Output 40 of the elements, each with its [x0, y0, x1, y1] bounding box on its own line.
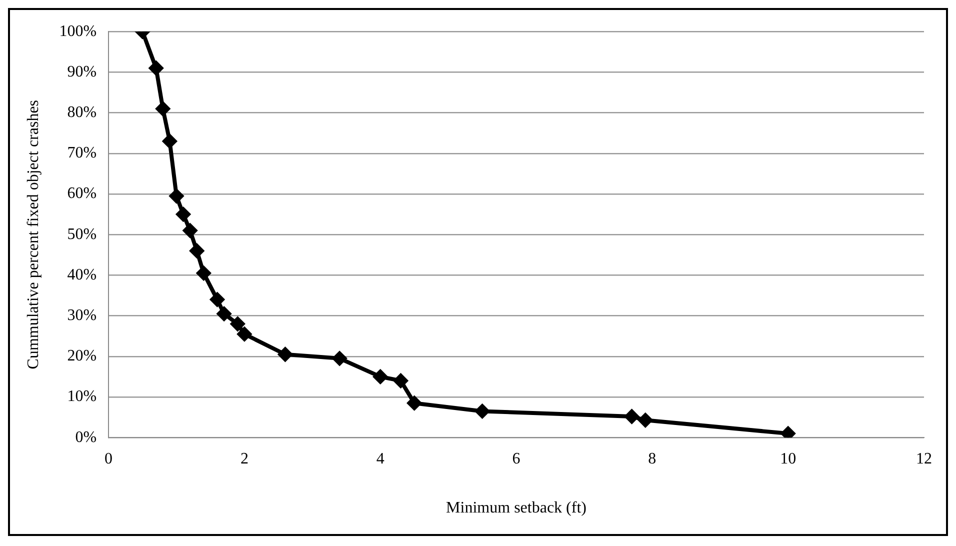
point [230, 316, 245, 331]
point [407, 396, 422, 410]
x-tick-label: 4 [376, 450, 384, 468]
point [183, 224, 198, 238]
y-tick-label: 20% [67, 348, 97, 365]
y-tick-label: 60% [67, 185, 97, 202]
x-tick-label: 8 [648, 450, 656, 468]
point [624, 409, 639, 424]
point [169, 189, 184, 204]
x-tick-label: 2 [240, 450, 248, 468]
point [156, 102, 170, 116]
point [475, 404, 490, 418]
point [278, 347, 292, 362]
point [149, 61, 164, 76]
y-tick-label: 50% [67, 226, 97, 243]
point [210, 292, 224, 307]
y-tick-label: 10% [67, 388, 97, 406]
y-tick-label: 100% [59, 22, 97, 40]
point [373, 370, 388, 384]
point [332, 351, 347, 366]
x-tick-label: 10 [780, 450, 796, 468]
y-tick-label: 70% [67, 144, 97, 162]
point [190, 244, 204, 258]
x-tick-label: 12 [916, 450, 932, 468]
y-tick-label: 30% [67, 307, 97, 324]
y-tick-label: 0% [75, 428, 97, 446]
y-tick-label: 40% [67, 266, 97, 284]
y-tick-label: 90% [67, 63, 97, 80]
x-tick-label: 6 [512, 450, 520, 468]
point [196, 266, 211, 280]
point [162, 134, 177, 148]
point [638, 413, 652, 428]
point [237, 327, 252, 342]
point [217, 306, 232, 321]
point [394, 374, 408, 388]
x-tick-label: 0 [104, 450, 113, 468]
y-tick-label: 80% [67, 104, 97, 122]
x-axis-title: Minimum setback (ft) [446, 500, 586, 517]
y-axis-title: Cummulative percent fixed object crashes [24, 100, 42, 370]
point [176, 207, 190, 222]
